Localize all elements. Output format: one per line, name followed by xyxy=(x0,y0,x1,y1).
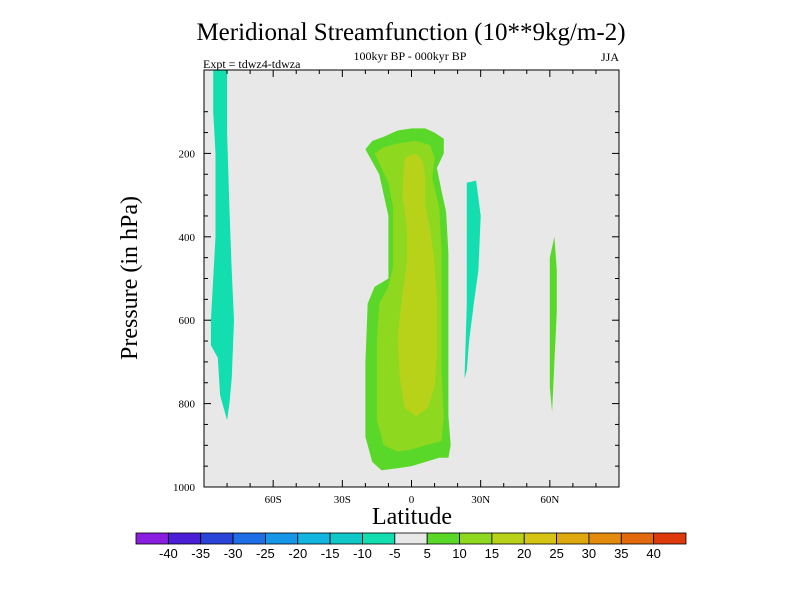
x-tick-label: 60S xyxy=(265,494,282,506)
x-tick-label: 60N xyxy=(540,494,559,506)
colorbar-swatch xyxy=(588,532,622,545)
colorbar-label: -10 xyxy=(353,546,372,561)
contour-region-subtropical-north-negative xyxy=(464,180,481,379)
x-tick-label: 0 xyxy=(409,494,415,506)
colorbar-label: 5 xyxy=(424,546,431,561)
colorbar-label: -20 xyxy=(288,546,307,561)
colorbar-label: 20 xyxy=(517,546,531,561)
colorbar-label: 15 xyxy=(485,546,499,561)
colorbar-swatch xyxy=(329,532,363,545)
x-tick-label: 30N xyxy=(471,494,490,506)
colorbar-label: -15 xyxy=(321,546,340,561)
colorbar-swatch xyxy=(620,532,655,545)
colorbar-swatch xyxy=(297,532,331,545)
colorbar-swatch xyxy=(265,532,299,545)
chart-title: Meridional Streamfunction (10**9kg/m-2) xyxy=(196,19,625,46)
colorbar-swatch xyxy=(362,532,396,545)
colorbar-label: 10 xyxy=(452,546,466,561)
contour-regions xyxy=(210,70,557,471)
colorbar: -40 -35 -30 -25 -20 -15 -10 -5 5 10 15 20 25 30 35 40 xyxy=(135,532,687,561)
colorbar-swatch xyxy=(653,532,687,545)
chart-subtitle: 100kyr BP - 000kyr BP xyxy=(354,49,467,63)
experiment-label: Expt = tdwz4-tdwza xyxy=(203,57,301,71)
colorbar-swatch xyxy=(426,532,460,545)
contour-region-south-polar-negative xyxy=(210,70,234,421)
colorbar-label: -35 xyxy=(191,546,210,561)
x-tick-label: 30S xyxy=(334,494,351,506)
colorbar-label: 30 xyxy=(582,546,596,561)
y-tick-label: 400 xyxy=(179,232,196,244)
contour-region-mid-latitude-north-positive xyxy=(549,236,557,412)
y-tick-label: 1000 xyxy=(173,482,196,494)
colorbar-label: 25 xyxy=(549,546,563,561)
colorbar-swatch xyxy=(200,532,234,545)
colorbar-label: 35 xyxy=(614,546,628,561)
colorbar-swatch xyxy=(232,532,266,545)
y-tick-label: 600 xyxy=(179,315,196,327)
colorbar-label: 40 xyxy=(646,546,660,561)
colorbar-label: -30 xyxy=(224,546,243,561)
colorbar-label: -5 xyxy=(389,546,401,561)
colorbar-swatch xyxy=(167,532,202,545)
y-tick-label: 200 xyxy=(179,148,196,160)
y-tick-label: 800 xyxy=(179,399,196,411)
colorbar-label: -25 xyxy=(256,546,275,561)
season-label: JJA xyxy=(601,50,619,64)
colorbar-swatch xyxy=(459,532,493,545)
plot-frame xyxy=(203,69,620,488)
colorbar-swatch xyxy=(491,532,525,545)
colorbar-swatch xyxy=(523,532,557,545)
colorbar-swatch xyxy=(135,532,169,545)
colorbar-swatch xyxy=(556,532,590,545)
contour-region-hadley-cell-core xyxy=(397,153,437,417)
x-axis-label: Latitude xyxy=(372,504,452,530)
colorbar-swatch xyxy=(394,532,428,545)
y-axis-label: Pressure (in hPa) xyxy=(117,196,143,360)
colorbar-label: -40 xyxy=(159,546,178,561)
